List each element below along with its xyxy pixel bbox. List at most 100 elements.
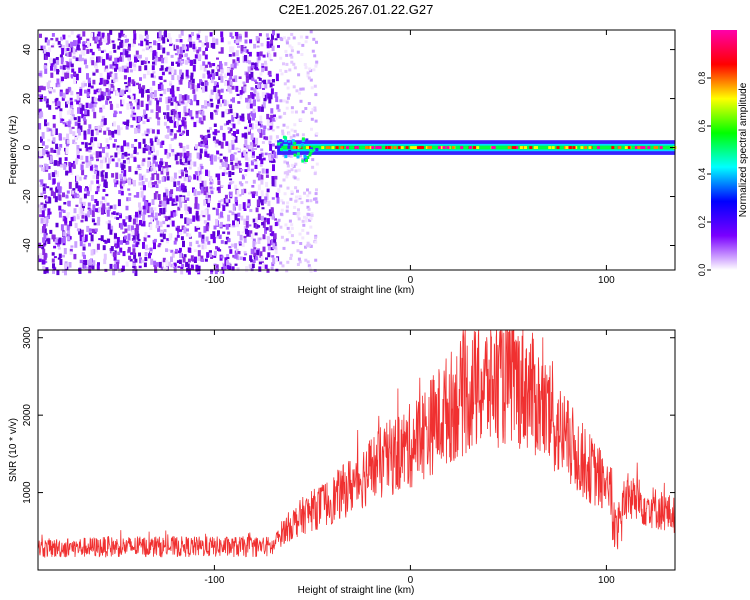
spectrogram-noise-cell	[166, 152, 170, 159]
spectrogram-noise-cell	[97, 142, 101, 147]
spectrogram-noise-cell	[144, 232, 148, 238]
spectrogram-noise-cell	[235, 61, 239, 66]
spectrogram-noise-cell	[177, 102, 181, 106]
spectrogram-noise-cell	[144, 252, 148, 257]
spectrogram-noise-cell	[62, 64, 66, 70]
spectrogram-noise-cell	[105, 138, 109, 144]
spectrogram-noise-cell	[252, 159, 256, 162]
spectrogram-noise-cell	[200, 171, 204, 174]
spectrogram-noise-cell	[216, 247, 220, 251]
spectrogram-noise-cell	[290, 55, 294, 59]
spectrogram-noise-cell	[91, 210, 95, 217]
spectrogram-noise-cell	[181, 156, 185, 162]
spectrogram-noise-cell	[147, 235, 151, 238]
spectrogram-noise-cell	[225, 141, 229, 146]
colorbar-tick-label: 0.8	[697, 72, 707, 85]
spectrogram-noise-cell	[178, 34, 182, 39]
spectrogram-noise-cell	[110, 87, 114, 92]
spectrogram-noise-cell	[156, 220, 160, 227]
spectrogram-noise-cell	[246, 215, 250, 221]
spectrogram-noise-cell	[179, 98, 183, 102]
spectrogram-noise-cell	[305, 35, 309, 39]
spectrogram-noise-cell	[229, 81, 233, 86]
spectrogram-noise-cell	[286, 201, 290, 205]
spectrogram-noise-cell	[234, 252, 238, 259]
spectrogram-noise-cell	[173, 69, 177, 75]
spectrogram-noise-cell	[62, 231, 66, 237]
spectrogram-noise-cell	[70, 116, 74, 121]
spectrogram-noise-cell	[187, 99, 191, 104]
spectrogram-noise-cell	[190, 255, 194, 261]
spectrogram-noise-cell	[244, 132, 248, 139]
spectrogram-noise-cell	[81, 161, 85, 164]
signal-core-cell	[548, 146, 552, 149]
spectrogram-noise-cell	[308, 191, 312, 195]
spectrogram-noise-cell	[130, 95, 134, 101]
spectrogram-noise-cell	[146, 248, 150, 250]
spectrogram-noise-cell	[298, 195, 302, 199]
spectrogram-noise-cell	[243, 251, 247, 254]
spectrogram-noise-cell	[215, 139, 219, 143]
spectrogram-noise-cell	[132, 116, 136, 121]
spectrogram-noise-cell	[124, 228, 128, 233]
spectrogram-noise-cell	[162, 233, 166, 240]
spectrogram-noise-cell	[177, 180, 181, 186]
spectrogram-noise-cell	[83, 264, 87, 269]
y-tick-label: 3000	[22, 326, 33, 349]
spectrogram-noise-cell	[183, 121, 187, 128]
spectrogram-noise-cell	[274, 222, 278, 227]
spectrogram-noise-cell	[132, 268, 136, 274]
spectrogram-noise-cell	[51, 172, 55, 177]
spectrogram-noise-cell	[144, 178, 148, 182]
spectrogram-noise-cell	[76, 92, 80, 95]
spectrogram-noise-cell	[93, 111, 97, 119]
spectrogram-noise-cell	[60, 165, 64, 168]
spectrogram-noise-cell	[186, 263, 190, 271]
spectrogram-noise-cell	[111, 40, 115, 43]
spectrogram-noise-cell	[270, 88, 274, 95]
spectrogram-noise-cell	[68, 161, 72, 167]
spectrogram-noise-cell	[135, 223, 139, 231]
spectrogram-noise-cell	[122, 231, 126, 234]
spectrogram-noise-cell	[246, 203, 250, 206]
spectrogram-noise-cell	[201, 82, 205, 86]
spectrogram-noise-cell	[297, 257, 301, 261]
spectrogram-noise-cell	[156, 100, 160, 105]
spectrogram-noise-cell	[275, 96, 279, 103]
spectrogram-noise-cell	[118, 32, 122, 38]
signal-core-cell	[618, 146, 622, 149]
spectrogram-noise-cell	[86, 190, 90, 197]
spectrogram-noise-cell	[285, 39, 289, 43]
spectrogram-noise-cell	[50, 147, 54, 153]
spectrogram-noise-cell	[91, 96, 95, 104]
spectrogram-noise-cell	[184, 102, 188, 107]
spectrogram-noise-cell	[79, 264, 83, 270]
spectrogram-noise-cell	[181, 120, 185, 127]
spectrogram-noise-cell	[228, 210, 232, 213]
spectrogram-noise-cell	[307, 76, 311, 80]
spectrogram-noise-cell	[215, 235, 219, 239]
spectrogram-noise-cell	[253, 43, 257, 49]
spectrogram-marks	[38, 30, 677, 276]
spectrogram-noise-cell	[85, 213, 89, 217]
spectrogram-noise-cell	[120, 187, 124, 191]
spectrogram-noise-cell	[171, 96, 175, 102]
spectrogram-noise-cell	[179, 79, 183, 85]
spectrogram-noise-cell	[243, 87, 247, 93]
spectrogram-noise-cell	[43, 218, 47, 224]
spectrogram-noise-cell	[236, 57, 240, 63]
signal-core-cell	[325, 146, 329, 149]
spectrogram-noise-cell	[103, 49, 107, 52]
spectrogram-noise-cell	[207, 197, 211, 204]
x-tick-label: 100	[598, 275, 615, 286]
spectrogram-noise-cell	[210, 74, 213, 80]
signal-core-cell	[427, 146, 431, 149]
spectrogram-noise-cell	[72, 131, 76, 137]
spectrogram-noise-cell	[99, 163, 103, 169]
spectrogram-noise-cell	[212, 136, 216, 141]
spectrogram-noise-cell	[85, 102, 89, 108]
spectrogram-noise-cell	[114, 152, 118, 158]
spectrogram-noise-cell	[129, 103, 133, 106]
spectrogram-noise-cell	[250, 233, 254, 240]
spectrogram-noise-cell	[66, 110, 70, 115]
